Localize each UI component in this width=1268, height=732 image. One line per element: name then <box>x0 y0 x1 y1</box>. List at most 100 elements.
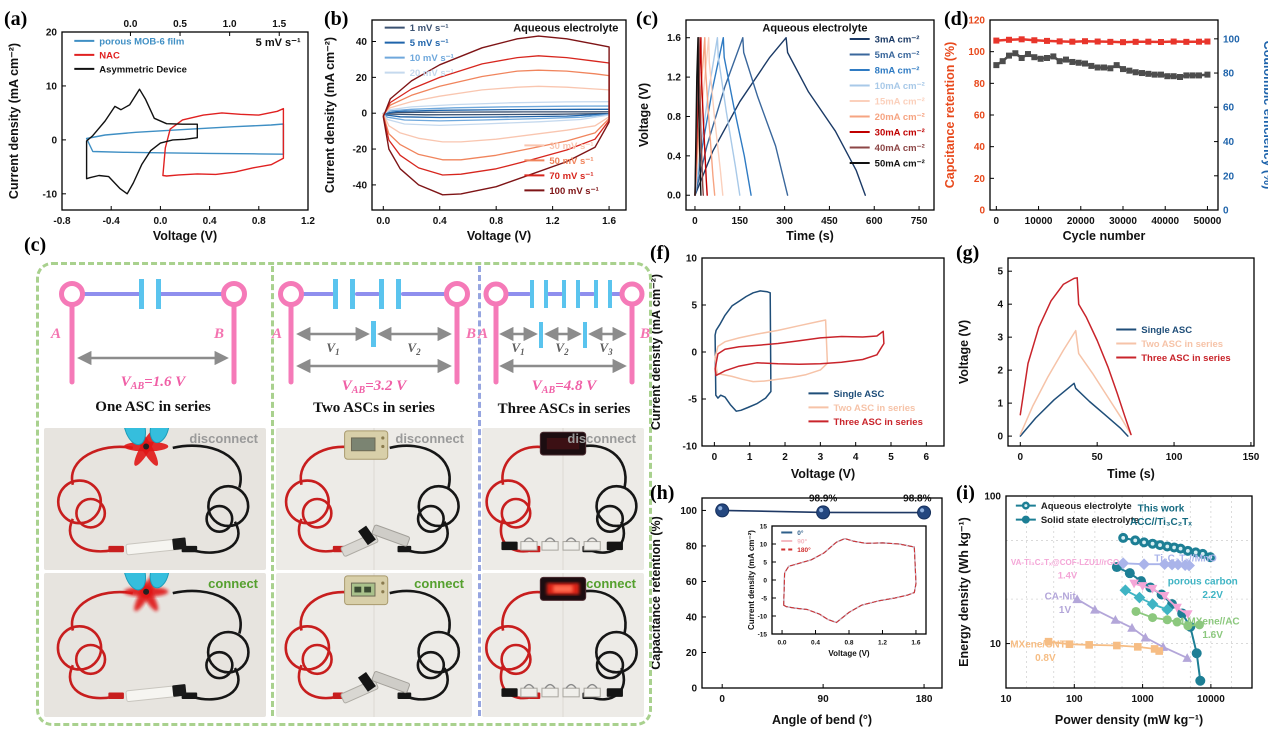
svg-text:-10: -10 <box>683 442 698 453</box>
svg-text:3mA cm⁻²: 3mA cm⁻² <box>875 34 920 45</box>
svg-text:0.0: 0.0 <box>376 216 390 227</box>
svg-text:50 mV s⁻¹: 50 mV s⁻¹ <box>549 156 593 167</box>
vab-label: VAB=4.8 V <box>532 378 598 396</box>
svg-text:5: 5 <box>763 559 767 566</box>
svg-text:Voltage (V): Voltage (V) <box>828 649 870 658</box>
svg-text:-40: -40 <box>353 180 368 191</box>
svg-text:Voltage (V): Voltage (V) <box>957 320 971 384</box>
voltage-divider-icon <box>539 322 543 348</box>
svg-text:MXene/CNT: MXene/CNT <box>1010 640 1066 651</box>
voltage-divider-icon <box>583 322 587 348</box>
svg-text:20mA cm⁻²: 20mA cm⁻² <box>875 112 925 123</box>
terminal-b-icon <box>444 281 470 307</box>
svg-text:98.9%: 98.9% <box>809 494 837 505</box>
svg-text:Voltage (V): Voltage (V) <box>153 229 217 243</box>
svg-text:0: 0 <box>51 135 57 146</box>
svg-text:5 mV s⁻¹: 5 mV s⁻¹ <box>410 38 449 49</box>
svg-text:4: 4 <box>997 300 1003 311</box>
svg-text:15mA cm⁻²: 15mA cm⁻² <box>875 96 925 107</box>
vab-label: VAB=3.2 V <box>342 378 408 396</box>
svg-text:80: 80 <box>1223 69 1235 80</box>
svg-text:100: 100 <box>680 506 697 517</box>
svg-text:0.5: 0.5 <box>173 19 187 30</box>
svg-text:0.4: 0.4 <box>433 216 447 227</box>
svg-text:90°: 90° <box>797 537 807 545</box>
svg-text:100 mV s⁻¹: 100 mV s⁻¹ <box>549 186 598 197</box>
terminal-a-label: A <box>50 326 61 342</box>
svg-text:Two ASC in series: Two ASC in series <box>833 403 915 414</box>
svg-text:10: 10 <box>46 81 58 92</box>
photo-status-label: connect <box>208 576 258 591</box>
svg-text:100: 100 <box>968 47 985 58</box>
svg-text:Asymmetric Device: Asymmetric Device <box>99 64 187 75</box>
terminal-b-label: B <box>465 326 476 342</box>
panel-label-c: (c) <box>636 8 659 30</box>
svg-text:300: 300 <box>776 216 793 227</box>
svg-text:1.6: 1.6 <box>602 216 616 227</box>
circuit-three-asc: A B V1 V2 V3 VAB=4.8 V Three ASCs in ser… <box>477 280 650 417</box>
svg-text:10000: 10000 <box>1025 216 1053 227</box>
svg-text:20: 20 <box>1223 171 1235 182</box>
svg-text:0: 0 <box>763 577 767 584</box>
svg-text:0: 0 <box>997 432 1003 443</box>
svg-text:0.4: 0.4 <box>203 216 217 227</box>
terminal-a-icon <box>483 281 509 307</box>
svg-text:0: 0 <box>1223 206 1229 217</box>
circuit-one-asc: A B VAB=1.6 V One ASC in series <box>50 279 247 415</box>
svg-text:0.8V: 0.8V <box>1035 653 1056 664</box>
svg-text:0.8: 0.8 <box>844 640 853 647</box>
svg-text:porous carbon: porous carbon <box>1168 576 1238 587</box>
terminal-a-icon <box>278 281 304 307</box>
circuit-caption: Two ASCs in series <box>313 400 435 416</box>
panel-label-e: (c) <box>24 234 47 256</box>
photo-two-asc-connect: connect <box>276 573 472 717</box>
svg-text:50: 50 <box>1092 452 1104 463</box>
svg-text:1.2: 1.2 <box>546 216 560 227</box>
photo-status-label: disconnect <box>395 431 464 446</box>
svg-text:Aqueous electrolyte: Aqueous electrolyte <box>513 22 618 34</box>
v2-label: V2 <box>407 340 421 357</box>
svg-text:3: 3 <box>997 333 1003 344</box>
chart-cycling-stability: 0 10000 20000 30000 40000 5000002040608010012… <box>943 16 1268 244</box>
panel-label-a: (a) <box>4 8 28 30</box>
svg-text:6: 6 <box>924 452 930 463</box>
svg-text:5 mV s⁻¹: 5 mV s⁻¹ <box>256 37 301 49</box>
photo-one-asc-connect: connect <box>44 573 266 717</box>
svg-text:10mA cm⁻²: 10mA cm⁻² <box>875 81 925 92</box>
svg-text:5: 5 <box>888 452 894 463</box>
svg-text:Time (s): Time (s) <box>786 229 834 243</box>
svg-text:1: 1 <box>747 452 753 463</box>
chart-ragone-plot: 10 100 1000 10000 10 100 Power density (mW kg⁻… <box>957 492 1253 727</box>
svg-text:Current density (mA cm⁻²): Current density (mA cm⁻²) <box>747 530 756 630</box>
svg-text:70 mV s⁻¹: 70 mV s⁻¹ <box>549 171 593 182</box>
chart-gcd-currents: 0 150 300 450 600 750 0.0 0.4 0.8 1.2 1.6 Time (s) V… <box>637 19 935 243</box>
svg-text:1.6: 1.6 <box>667 33 681 44</box>
svg-text:M-MXene//AC: M-MXene//AC <box>1176 617 1240 628</box>
terminal-b-label: B <box>639 326 650 342</box>
svg-text:Solid state electrolyte: Solid state electrolyte <box>1041 515 1139 526</box>
photo-status-label: connect <box>414 576 464 591</box>
svg-text:-15: -15 <box>758 631 768 638</box>
terminal-b-icon <box>221 281 247 307</box>
svg-text:-20: -20 <box>353 145 368 156</box>
svg-text:0.8: 0.8 <box>667 112 681 123</box>
circuit-two-asc: A B V1 V2 VAB=3.2 V Two ASCs in series <box>271 279 476 416</box>
svg-text:750: 750 <box>911 216 928 227</box>
svg-text:Current density (mA cm⁻²): Current density (mA cm⁻²) <box>649 274 663 430</box>
svg-text:ACC//Ti₃C₂Tₓ: ACC//Ti₃C₂Tₓ <box>1130 517 1192 528</box>
svg-text:0: 0 <box>691 684 697 695</box>
svg-text:Voltage (V): Voltage (V) <box>467 229 531 243</box>
svg-text:4: 4 <box>853 452 859 463</box>
svg-text:This work: This work <box>1138 503 1185 514</box>
svg-text:60: 60 <box>686 577 698 588</box>
svg-text:150: 150 <box>731 216 748 227</box>
svg-text:1.2: 1.2 <box>878 640 887 647</box>
svg-text:Three ASC in series: Three ASC in series <box>833 417 922 428</box>
terminal-b-label: B <box>213 326 224 342</box>
v1-label: V1 <box>326 340 339 357</box>
svg-text:NAC: NAC <box>99 50 120 61</box>
v3-label: V3 <box>599 340 613 357</box>
panel-divider-blue <box>478 266 481 716</box>
svg-text:15: 15 <box>760 523 768 530</box>
